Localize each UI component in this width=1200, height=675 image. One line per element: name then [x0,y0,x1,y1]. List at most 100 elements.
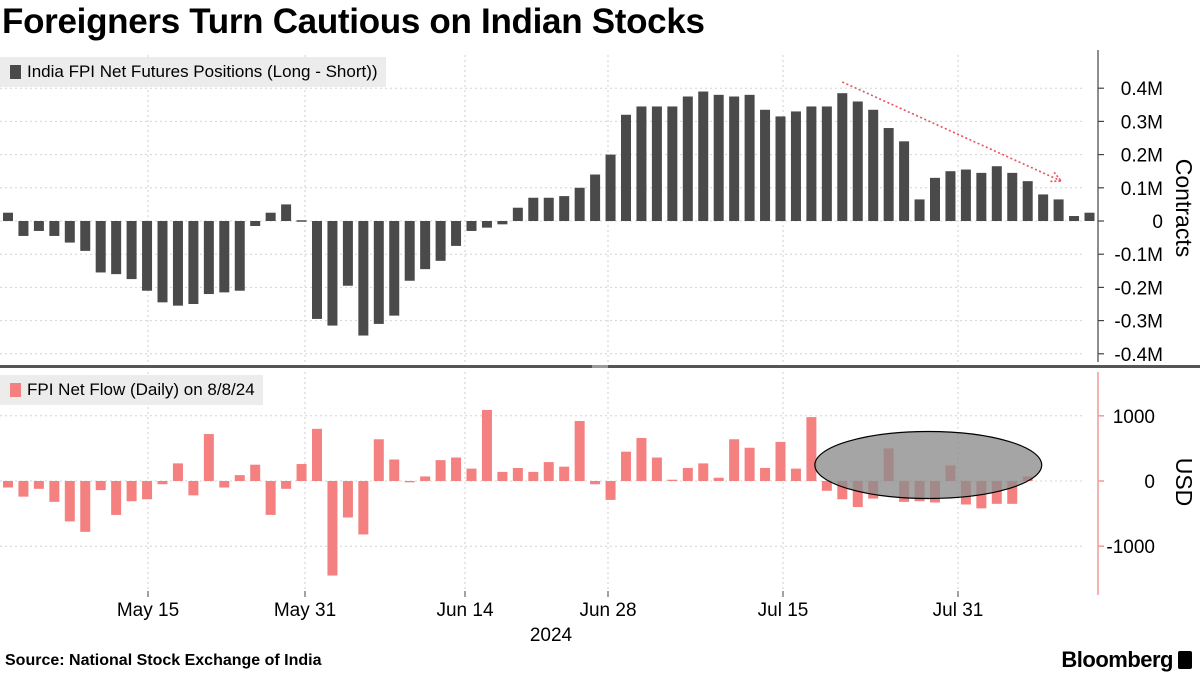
flow-bar [358,481,369,535]
futures-bar [991,166,1002,221]
top-y-tick-label: 0.4M [1121,79,1163,100]
flow-bar [389,459,400,481]
flow-bar [250,464,261,481]
futures-bar [852,101,863,221]
flow-bar [621,451,631,481]
futures-bar [621,114,631,221]
futures-bar [219,221,230,293]
flow-bar [203,434,214,481]
futures-bar [111,221,122,275]
futures-bar [3,212,13,221]
x-tick-label: Jul 31 [933,600,984,621]
futures-bar [33,221,44,231]
top-y-tick-label: -0.3M [1114,312,1163,333]
futures-bar [698,91,709,222]
top-y-tick-label: -0.1M [1114,245,1163,266]
flow-legend: FPI Net Flow (Daily) on 8/8/24 [0,375,263,405]
futures-bar [342,221,353,286]
flow-bar [80,481,91,532]
futures-bar [960,169,971,221]
flow-bar [312,428,322,481]
futures-bar [188,221,199,304]
futures-bar [945,171,956,221]
futures-bar [729,96,740,221]
x-tick-label: Jun 14 [436,600,493,621]
futures-bar [1053,199,1064,221]
futures-bars [3,91,1095,336]
futures-bar [559,196,570,221]
futures-bar [420,221,431,270]
futures-bar [636,106,647,221]
flow-bar [481,409,492,481]
futures-bar [1084,212,1095,221]
flow-bar [852,481,863,508]
flow-bar [111,481,122,515]
x-tick-label: Jul 15 [758,600,809,621]
flow-bar [219,481,230,488]
flow-bar [590,481,601,485]
flow-bar [729,439,740,481]
futures-bar [899,141,910,221]
top-y-tick-label: 0.3M [1121,112,1163,133]
futures-bar [1038,194,1049,221]
futures-bar [358,221,369,336]
futures-bar [682,96,693,221]
flow-bar [682,467,693,481]
futures-bar [142,221,153,291]
flow-bar [543,462,554,481]
bottom-y-tick-label: 0 [1144,472,1155,493]
top-y-tick-label: 0.2M [1121,146,1163,167]
futures-bar [312,221,322,319]
flow-bar [172,463,183,481]
futures-bar [930,177,940,221]
flow-bar [651,457,662,481]
x-tick-label: May 15 [117,600,179,621]
futures-bar [883,128,894,221]
futures-bar [64,221,75,243]
futures-bar [574,187,585,221]
bottom-y-axis-label: USD [1171,458,1197,507]
flow-bar [296,464,307,481]
futures-bar [250,221,261,226]
flow-bar [775,441,786,481]
terminal-icon [1178,651,1192,669]
flow-bar [821,481,832,491]
futures-bar [126,221,137,280]
bottom-y-tick-label: 1000 [1113,407,1155,428]
flow-bar [342,481,353,518]
flow-bar [605,481,616,500]
futures-bar [760,109,771,221]
futures-bar [667,106,678,221]
futures-bar [775,116,786,221]
flow-bar [790,468,801,481]
x-tick-label: May 31 [274,600,336,621]
futures-bar [543,197,554,221]
highlight-ellipse [814,430,1043,500]
futures-bar [466,221,477,231]
flow-bar [574,421,585,481]
flow-bars [3,409,1033,576]
futures-bar [95,221,106,273]
futures-bar [713,94,724,221]
flow-bar [497,471,508,481]
flow-bar [18,481,29,497]
futures-bar [157,221,168,303]
futures-bar [265,212,276,221]
futures-bar [234,221,245,291]
flow-legend-label: FPI Net Flow (Daily) on 8/8/24 [27,380,255,399]
top-y-tick-label: -0.2M [1114,278,1163,299]
flow-bar [126,481,137,502]
futures-bar [80,221,91,251]
flow-bar [837,481,848,500]
flow-bar [327,481,338,576]
brand-name: Bloomberg [1061,647,1173,672]
futures-bar [172,221,183,306]
source-note: Source: National Stock Exchange of India [5,652,322,669]
futures-bar [806,106,817,221]
futures-bar [497,221,508,225]
flow-bar [64,481,75,522]
flow-bar [265,481,276,515]
futures-bar [821,106,832,221]
futures-bar [528,197,539,221]
